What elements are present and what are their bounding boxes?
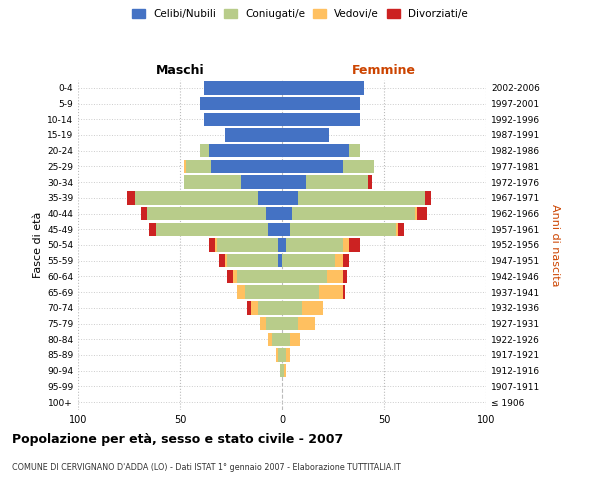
Text: Maschi: Maschi	[155, 64, 205, 78]
Bar	[282, 270, 327, 283]
Bar	[343, 254, 349, 268]
Bar	[225, 254, 227, 268]
Bar	[307, 176, 368, 189]
Bar	[233, 270, 237, 283]
Bar	[282, 191, 298, 204]
Bar	[282, 286, 319, 299]
Bar	[282, 144, 349, 158]
Bar	[343, 286, 345, 299]
Bar	[257, 191, 282, 204]
Y-axis label: Anni di nascita: Anni di nascita	[550, 204, 560, 286]
Bar	[396, 222, 398, 236]
Bar	[184, 176, 241, 189]
Bar	[205, 81, 282, 94]
Bar	[141, 207, 148, 220]
Bar	[290, 222, 396, 236]
Bar	[292, 207, 415, 220]
Bar	[276, 348, 278, 362]
Bar	[268, 332, 272, 346]
Legend: Celibi/Nubili, Coniugati/e, Vedovi/e, Divorziati/e: Celibi/Nubili, Coniugati/e, Vedovi/e, Di…	[128, 5, 472, 24]
Bar	[343, 270, 347, 283]
Bar	[135, 191, 257, 204]
Bar	[425, 191, 431, 204]
Text: COMUNE DI CERVIGNANO D'ADDA (LO) - Dati ISTAT 1° gennaio 2007 - Elaborazione TUT: COMUNE DI CERVIGNANO D'ADDA (LO) - Dati …	[12, 462, 401, 471]
Bar	[286, 348, 290, 362]
Bar	[200, 144, 209, 158]
Bar	[278, 348, 282, 362]
Bar	[349, 144, 359, 158]
Bar	[398, 222, 404, 236]
Bar	[282, 160, 343, 173]
Bar	[302, 301, 323, 314]
Bar	[282, 176, 307, 189]
Bar	[237, 270, 282, 283]
Bar	[298, 191, 425, 204]
Bar	[415, 207, 416, 220]
Bar	[266, 207, 282, 220]
Bar	[219, 254, 225, 268]
Bar	[227, 254, 278, 268]
Bar	[343, 160, 374, 173]
Bar	[349, 238, 359, 252]
Bar	[217, 238, 278, 252]
Bar	[215, 238, 217, 252]
Y-axis label: Fasce di età: Fasce di età	[33, 212, 43, 278]
Bar	[290, 332, 301, 346]
Bar	[282, 222, 290, 236]
Bar	[241, 176, 282, 189]
Bar	[284, 364, 286, 378]
Bar	[251, 301, 257, 314]
Bar	[211, 160, 282, 173]
Bar	[237, 286, 245, 299]
Bar	[282, 332, 290, 346]
Bar	[184, 160, 186, 173]
Bar	[278, 238, 282, 252]
Bar	[282, 301, 302, 314]
Bar	[282, 112, 359, 126]
Bar	[260, 317, 266, 330]
Bar	[282, 207, 292, 220]
Bar	[266, 317, 282, 330]
Bar	[343, 238, 349, 252]
Bar	[298, 317, 314, 330]
Bar	[278, 254, 282, 268]
Bar	[282, 128, 329, 141]
Bar	[155, 222, 268, 236]
Bar	[282, 317, 298, 330]
Bar	[335, 254, 343, 268]
Bar	[245, 286, 282, 299]
Bar	[272, 332, 282, 346]
Bar	[282, 254, 335, 268]
Bar	[247, 301, 251, 314]
Bar	[268, 222, 282, 236]
Bar	[257, 301, 282, 314]
Bar	[319, 286, 343, 299]
Text: Popolazione per età, sesso e stato civile - 2007: Popolazione per età, sesso e stato civil…	[12, 432, 343, 446]
Bar	[282, 364, 284, 378]
Bar	[416, 207, 427, 220]
Bar	[227, 270, 233, 283]
Text: Femmine: Femmine	[352, 64, 416, 78]
Bar	[282, 81, 364, 94]
Bar	[368, 176, 372, 189]
Bar	[205, 112, 282, 126]
Bar	[327, 270, 343, 283]
Bar	[225, 128, 282, 141]
Bar	[127, 191, 135, 204]
Bar	[282, 97, 359, 110]
Bar	[282, 238, 286, 252]
Bar	[209, 238, 215, 252]
Bar	[209, 144, 282, 158]
Bar	[282, 348, 286, 362]
Bar	[286, 238, 343, 252]
Bar	[148, 207, 266, 220]
Bar	[200, 97, 282, 110]
Bar	[280, 364, 282, 378]
Bar	[186, 160, 211, 173]
Bar	[149, 222, 155, 236]
